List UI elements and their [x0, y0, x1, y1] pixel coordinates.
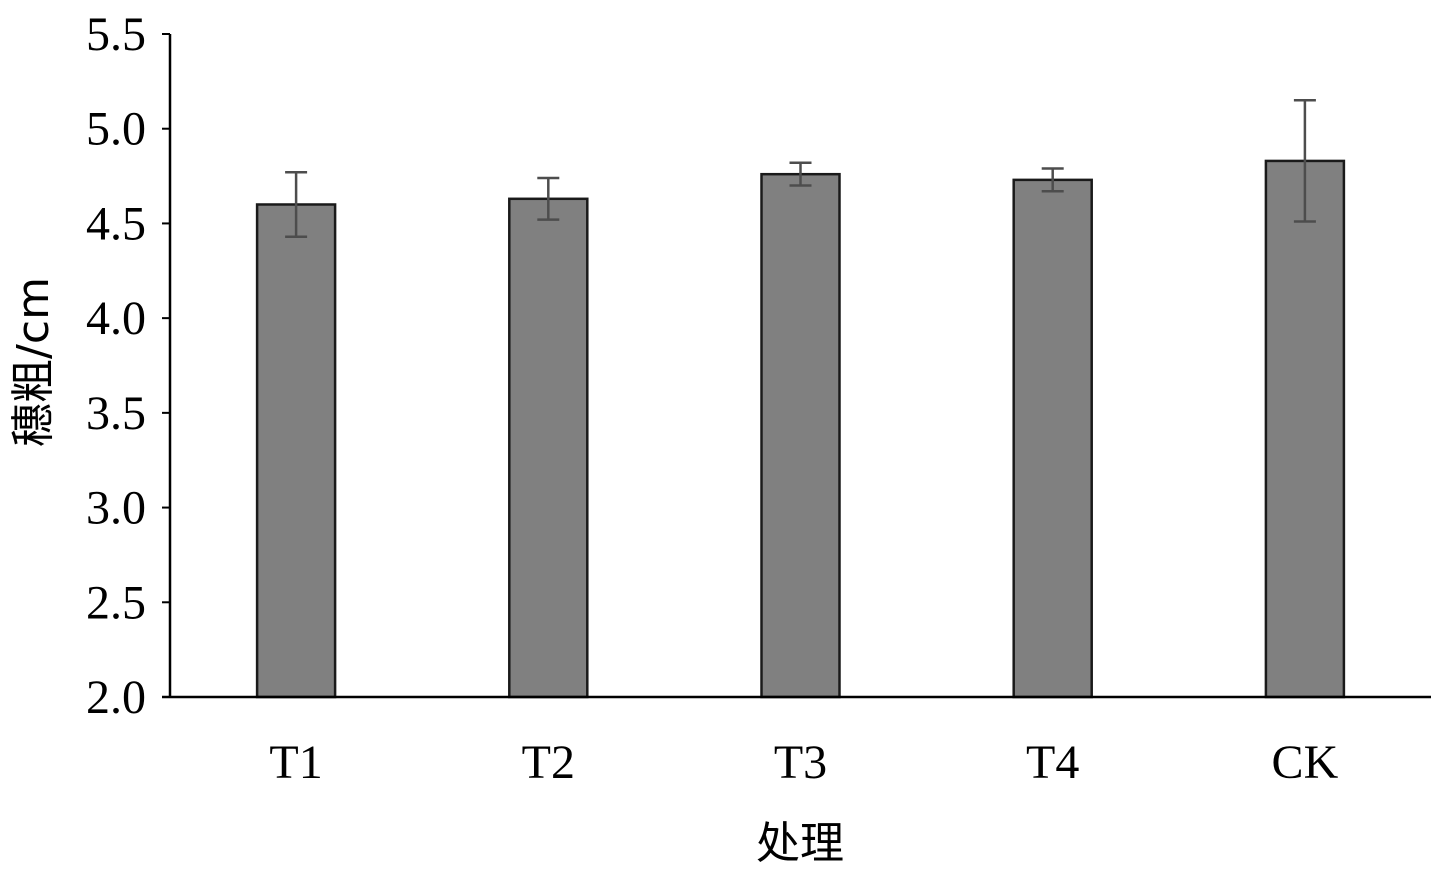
y-axis-title: 穗粗/cm	[8, 277, 59, 447]
x-tick-label: T4	[1026, 736, 1079, 789]
y-tick-label: 3.0	[86, 482, 146, 535]
x-axis-ticks: T1 T2 T3 T4 CK	[269, 736, 1338, 789]
error-bar-t1	[285, 171, 308, 238]
x-tick-label: T3	[774, 736, 827, 789]
x-tick-label: T1	[269, 736, 322, 789]
error-bar-t2	[537, 176, 560, 221]
error-bar-t4	[1041, 167, 1064, 193]
bars-group	[255, 159, 1346, 699]
y-tick-label: 2.0	[86, 671, 146, 724]
error-bar-ck	[1293, 99, 1316, 223]
y-tick-label: 4.0	[86, 292, 146, 345]
y-axis-ticks: 2.0 2.5 3.0 3.5 4.0 4.5 5.0 5.5	[86, 8, 146, 724]
axes-group	[162, 33, 1431, 699]
error-bars-group	[285, 99, 1316, 238]
y-tick-label: 5.0	[86, 103, 146, 156]
y-tick-label: 5.5	[86, 8, 146, 61]
y-tick-label: 3.5	[86, 387, 146, 440]
y-tick-label: 2.5	[86, 576, 146, 629]
bar-t4	[1012, 178, 1093, 699]
x-tick-label: T2	[522, 736, 575, 789]
bar-t1	[255, 203, 337, 699]
bar-ck	[1264, 159, 1346, 699]
error-bar-t3	[789, 161, 812, 187]
x-axis-title: 处理	[756, 818, 844, 869]
x-tick-label: CK	[1272, 736, 1339, 789]
bar-t2	[508, 197, 589, 699]
bar-t3	[760, 172, 841, 699]
y-tick-label: 4.5	[86, 197, 146, 250]
